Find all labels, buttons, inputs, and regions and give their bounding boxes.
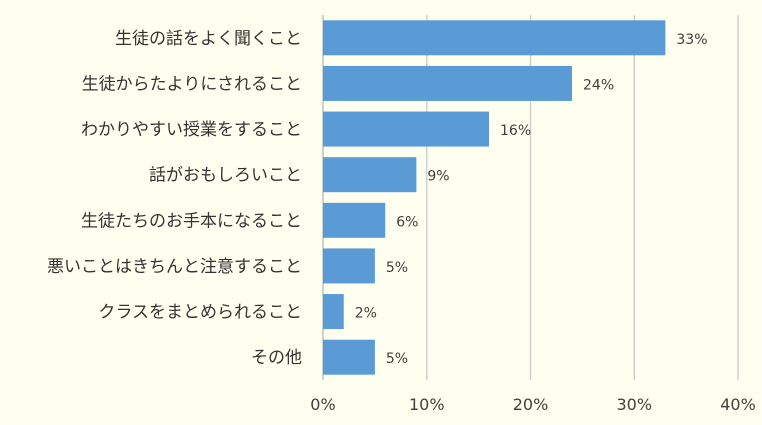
bar [323,65,572,101]
category-label: わかりやすい授業をすること [81,120,302,140]
x-tick-label: 0% [310,395,335,414]
x-tick-label: 10% [409,395,445,414]
data-label: 6% [396,214,418,230]
bar [323,111,489,147]
bar [323,294,344,330]
data-label: 16% [500,123,531,139]
category-label: 生徒たちのお手本になること [81,211,302,231]
category-label: 話がおもしろいこと [149,166,302,186]
x-axis-tick-labels: 0% 10% 20% 30% 40% [310,395,755,414]
category-label: クラスをまとめられること [98,303,302,323]
bar [323,157,417,193]
category-label: 生徒からたよりにされること [82,74,302,94]
bar [323,339,375,375]
data-label: 9% [427,169,449,185]
bar [323,202,386,238]
data-labels: 33% 24% 16% 9% 6% 5% 2% 5% [355,32,708,367]
data-label: 2% [355,306,377,322]
category-label: その他 [251,348,302,368]
data-label: 33% [676,32,707,48]
category-label: 悪いことはきちんと注意すること [47,257,302,277]
x-tick-label: 40% [720,395,756,414]
bar [323,20,666,56]
category-label: 生徒の話をよく聞くこと [115,29,302,49]
x-tick-label: 20% [513,395,549,414]
bars [323,20,666,375]
data-label: 5% [386,260,408,276]
category-labels: 生徒の話をよく聞くこと生徒からたよりにされることわかりやすい授業をすること話がお… [47,29,302,368]
bar [323,248,375,284]
data-label: 24% [583,77,614,93]
x-tick-label: 30% [616,395,652,414]
data-label: 5% [386,351,408,367]
